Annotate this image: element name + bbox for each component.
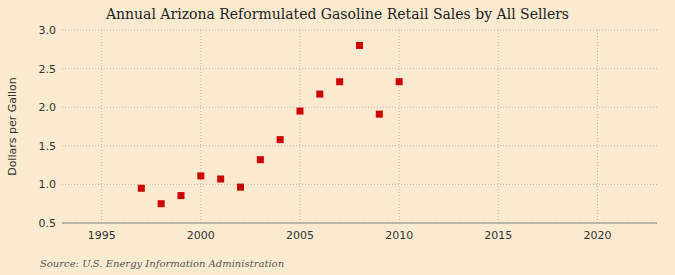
point [178,192,185,199]
x-grid-line [597,30,598,223]
y-tick-label: 2.5 [39,63,57,76]
x-grid-line [300,30,301,223]
x-tick-label: 2000 [187,229,215,242]
x-tick-label: 1995 [88,229,116,242]
x-axis-line [62,223,657,224]
y-tick-label: 1.0 [39,178,57,191]
y-tick-label: 0.5 [39,217,57,230]
x-grid-line [101,30,102,223]
point [376,111,383,118]
y-grid-line [62,68,657,69]
y-grid-line [62,107,657,108]
y-tick-label: 1.5 [39,140,57,153]
point [217,175,224,182]
point [277,136,284,143]
point [356,42,363,49]
point [237,184,244,191]
x-grid-line [498,30,499,223]
point [396,78,403,85]
point [158,200,165,207]
point [336,78,343,85]
point [138,185,145,192]
x-tick-label: 2015 [484,229,512,242]
y-grid-line [62,223,657,224]
x-tick-label: 2020 [584,229,612,242]
y-tick-label: 3.0 [39,24,57,37]
point [297,108,304,115]
source-note: Source: U.S. Energy Information Administ… [40,258,284,269]
points [138,42,403,207]
point [316,91,323,98]
y-tick-label: 2.0 [39,101,57,114]
x-tick-label: 2010 [385,229,413,242]
grid [62,30,657,223]
x-grid-line [200,30,201,223]
title: Annual Arizona Reformulated Gasoline Ret… [105,6,569,22]
x-tick-label: 2005 [286,229,314,242]
point [197,172,204,179]
y-grid-line [62,30,657,31]
y-grid-line [62,184,657,185]
point [257,156,264,163]
chart: Annual Arizona Reformulated Gasoline Ret… [0,0,675,275]
y-axis-label: Dollars per Gallon [6,77,19,176]
x-grid-line [399,30,400,223]
y-grid-line [62,145,657,146]
